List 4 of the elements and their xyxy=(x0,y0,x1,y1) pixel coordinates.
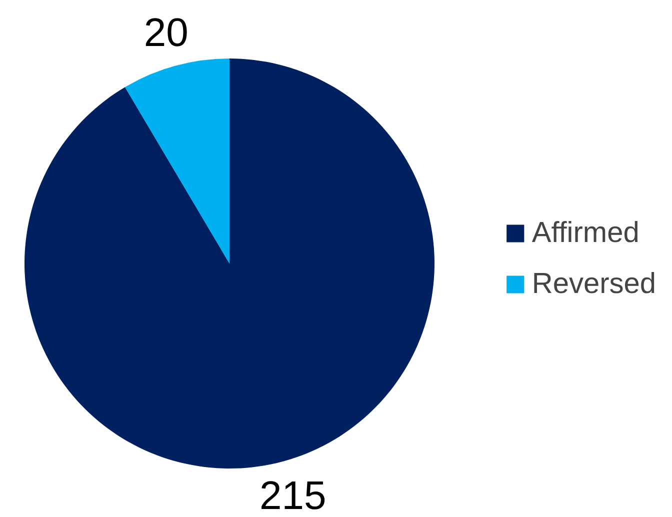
data-label: 215 xyxy=(260,474,326,517)
data-label: 20 xyxy=(144,11,188,56)
legend-label: Affirmed xyxy=(532,216,640,250)
legend-label: Reversed xyxy=(532,268,656,300)
